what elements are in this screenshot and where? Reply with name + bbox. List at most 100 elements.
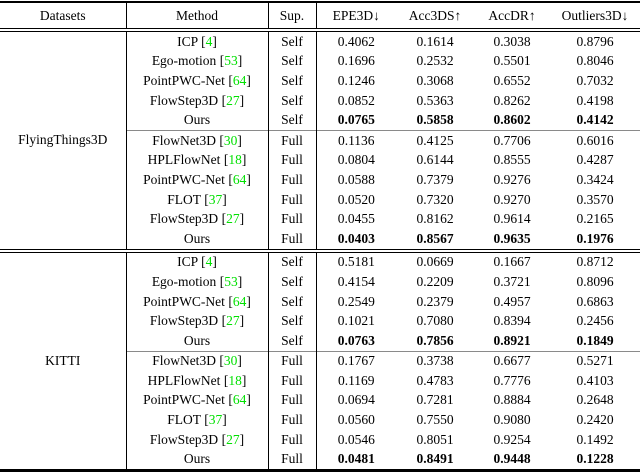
metric-value: 0.5501	[493, 53, 531, 69]
citation-link[interactable]: 64	[232, 293, 247, 309]
dataset-label: KITTI	[0, 248, 127, 471]
metric-value: 0.2549	[337, 293, 375, 309]
metric-value: 0.9276	[493, 171, 531, 187]
metric-value: 0.3721	[493, 273, 531, 289]
metric-value: 0.0455	[337, 211, 375, 227]
metric-value: 0.0546	[337, 431, 375, 447]
supervision-cell: Full	[268, 209, 317, 229]
metric-value: 0.3738	[396, 350, 474, 372]
metric-value: 0.4125	[396, 129, 474, 151]
method-cell: PointPWC-Net [64]	[126, 170, 269, 190]
method-cell: FLOT [37]	[126, 189, 269, 210]
metric-value: 0.2420	[576, 412, 614, 428]
citation-link[interactable]: 27	[226, 313, 240, 329]
metric-value: 0.8051	[416, 431, 454, 447]
metric-value: 0.1228	[576, 451, 614, 467]
metric-value: 0.8796	[576, 33, 614, 49]
supervision-cell: Self	[268, 248, 317, 273]
metric-value: 0.1849	[576, 332, 614, 348]
table-row: Ego-motion [53] Self 0.4154 0.2209 0.3721 0.8…	[0, 272, 640, 292]
supervision-cell: Full	[268, 350, 317, 372]
metric-value: 0.2379	[416, 293, 454, 309]
method-cell: PointPWC-Net [64]	[126, 291, 269, 312]
metric-value: 0.4957	[493, 293, 531, 309]
supervision-cell: Self	[268, 71, 317, 91]
table-row: KITTI ICP [4] Self 0.5181 0.0669 0.1667 0.8712	[0, 248, 640, 471]
citation-link[interactable]: 53	[224, 273, 238, 289]
citation-link[interactable]: 30	[223, 353, 238, 369]
table-row: FlowNet3D [30] Full 0.1136 0.4125 0.7706 0.60…	[0, 129, 640, 151]
citation-link[interactable]: 4	[205, 33, 213, 49]
col-header-outliers3d: Outliers3D↓	[550, 2, 640, 32]
citation-link[interactable]: 30	[223, 132, 238, 148]
metric-value: 0.8921	[493, 332, 531, 348]
metric-value: 0.1696	[337, 53, 375, 69]
table-row: Ours Self 0.0765 0.5858 0.8602 0.4142	[0, 110, 640, 131]
method-cell: FlowStep3D [27]	[126, 311, 269, 331]
metric-value: 0.1492	[576, 431, 614, 447]
table-row: FLOT [37] Full 0.0520 0.7320 0.9270 0.3570	[0, 189, 640, 210]
metric-value: 0.0481	[337, 451, 375, 467]
metric-value: 0.0520	[337, 191, 375, 207]
method-cell: PointPWC-Net [64]	[126, 390, 269, 411]
supervision-cell: Full	[268, 371, 317, 391]
method-cell: HPLFlowNet [18]	[126, 371, 269, 391]
supervision-cell: Full	[268, 129, 317, 151]
metric-value: 0.7706	[474, 129, 550, 151]
metric-value: 0.1614	[416, 33, 454, 49]
table-row: Ours Full 0.0403 0.8567 0.9635 0.1976	[0, 228, 640, 251]
header-row: Datasets Method Sup. EPE3D↓ Acc3DS↑ AccD…	[0, 2, 640, 32]
metric-value: 0.9270	[493, 191, 531, 207]
metric-value: 0.8602	[493, 112, 531, 128]
metric-value: 0.7776	[493, 372, 531, 388]
table-row: FlowNet3D [30] Full 0.1767 0.3738 0.6677 0.52…	[0, 350, 640, 372]
metric-value: 0.8096	[576, 273, 614, 289]
metric-value: 0.5858	[416, 112, 454, 128]
metric-value: 0.3424	[576, 171, 614, 187]
metric-value: 0.0852	[337, 92, 375, 108]
citation-link[interactable]: 64	[232, 171, 247, 187]
citation-link[interactable]: 27	[226, 92, 240, 108]
citation-link[interactable]: 27	[226, 211, 240, 227]
citation-link[interactable]: 64	[232, 392, 247, 408]
table-row: Ours Full 0.0481 0.8491 0.9448 0.1228	[0, 449, 640, 471]
citation-link[interactable]: 27	[226, 431, 240, 447]
table-row: PointPWC-Net [64] Full 0.0588 0.7379 0.9276 0…	[0, 170, 640, 190]
method-cell: Ours	[126, 449, 269, 471]
table-row: PointPWC-Net [64] Self 0.2549 0.2379 0.4957 0…	[0, 291, 640, 312]
col-header-sup: Sup.	[268, 2, 317, 32]
supervision-cell: Full	[268, 189, 317, 210]
citation-link[interactable]: 37	[208, 412, 223, 428]
metric-value: 0.2165	[576, 211, 614, 227]
table-row: FlowStep3D [27] Self 0.1021 0.7080 0.8394 0.2…	[0, 311, 640, 331]
metric-value: 0.0694	[337, 392, 375, 408]
method-cell: FlowStep3D [27]	[126, 90, 269, 111]
metric-value: 0.0804	[337, 152, 375, 168]
method-cell: FlowNet3D [30]	[126, 350, 269, 372]
table-body: FlyingThings3D ICP [4] Self 0.4062 0.1614 0.3…	[0, 30, 640, 471]
supervision-cell: Full	[268, 170, 317, 190]
metric-value: 0.2456	[576, 313, 614, 329]
method-cell: Ego-motion [53]	[126, 272, 269, 292]
supervision-cell: Self	[268, 90, 317, 111]
citation-link[interactable]: 64	[232, 72, 247, 88]
table-row: HPLFlowNet [18] Full 0.0804 0.6144 0.8555 0.4…	[0, 150, 640, 171]
metric-value: 0.1169	[337, 372, 375, 388]
citation-link[interactable]: 37	[208, 191, 223, 207]
metric-value: 0.2209	[416, 273, 454, 289]
metric-value: 0.6863	[576, 293, 614, 309]
supervision-cell: Full	[268, 449, 317, 471]
metric-value: 0.0403	[337, 230, 375, 246]
citation-link[interactable]: 53	[224, 53, 238, 69]
method-cell: Ego-motion [53]	[126, 51, 269, 72]
metric-value: 0.8555	[493, 152, 531, 168]
citation-link[interactable]: 4	[205, 254, 213, 270]
citation-link[interactable]: 18	[228, 372, 242, 388]
citation-link[interactable]: 18	[228, 152, 242, 168]
table-row: FlyingThings3D ICP [4] Self 0.4062 0.1614 0.3…	[0, 30, 640, 251]
table-row: PointPWC-Net [64] Self 0.1246 0.3068 0.6552 0…	[0, 71, 640, 91]
metric-value: 0.9254	[493, 431, 531, 447]
metric-value: 0.6552	[493, 72, 531, 88]
